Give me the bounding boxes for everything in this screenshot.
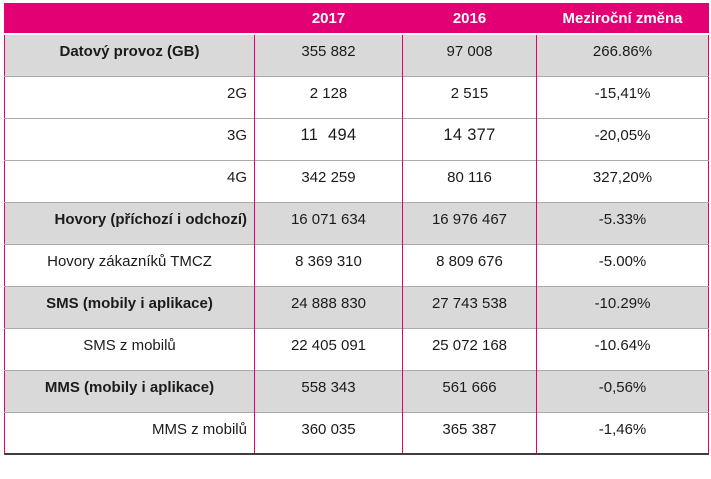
- value-2016: 25 072 168: [402, 327, 537, 370]
- table-row: 4G 342 259 80 116 327,20%: [4, 159, 709, 202]
- header-cell-2016: 2016: [402, 3, 537, 35]
- report-page: 2017 2016 Meziroční změna Datový provoz …: [4, 3, 709, 455]
- value-2017: 11 494: [254, 117, 403, 160]
- row-label: SMS z mobilů: [4, 327, 255, 370]
- value-2017: 22 405 091: [254, 327, 403, 370]
- value-change: 327,20%: [536, 159, 709, 202]
- value-2016: 80 116: [402, 159, 537, 202]
- value-2016: 365 387: [402, 411, 537, 454]
- header-cell-change: Meziroční změna: [536, 3, 709, 35]
- value-change: -10.64%: [536, 327, 709, 370]
- table-row: Hovory (příchozí i odchozí) 16 071 634 16 …: [4, 201, 709, 244]
- header-cell-2017: 2017: [254, 3, 403, 35]
- value-2016: 16 976 467: [402, 201, 537, 244]
- header-cell-empty: [4, 3, 255, 35]
- value-change: -10.29%: [536, 285, 709, 328]
- value-2017: 558 343: [254, 369, 403, 412]
- value-2016: 97 008: [402, 34, 537, 76]
- table-row: 2G 2 128 2 515 -15,41%: [4, 75, 709, 118]
- row-label: 4G: [4, 159, 255, 202]
- value-change: -15,41%: [536, 75, 709, 118]
- row-label: SMS (mobily i aplikace): [4, 285, 255, 328]
- row-label: MMS (mobily i aplikace): [4, 369, 255, 412]
- value-2017: 24 888 830: [254, 285, 403, 328]
- value-change: -20,05%: [536, 117, 709, 160]
- table-row: Datový provoz (GB) 355 882 97 008 266.86%: [4, 34, 709, 76]
- value-change: -0,56%: [536, 369, 709, 412]
- value-2017: 342 259: [254, 159, 403, 202]
- table-row: Hovory zákazníků TMCZ 8 369 310 8 809 676-…: [4, 243, 709, 286]
- table-row: SMS z mobilů 22 405 091 25 072 168 -10.64%: [4, 327, 709, 370]
- table-row: SMS (mobily i aplikace) 24 888 830 27 743 …: [4, 285, 709, 328]
- row-label: MMS z mobilů: [4, 411, 255, 454]
- value-change: -5.00%: [536, 243, 709, 286]
- value-2017: 360 035: [254, 411, 403, 454]
- table-header-row: 2017 2016 Meziroční změna: [4, 3, 709, 35]
- value-2017: 16 071 634: [254, 201, 403, 244]
- table-row: 3G 11 494 14 377 -20,05%: [4, 117, 709, 160]
- table-row: MMS (mobily i aplikace) 558 343 561 666 -0,…: [4, 369, 709, 412]
- row-label: 2G: [4, 75, 255, 118]
- row-label: Hovory zákazníků TMCZ: [4, 243, 255, 286]
- value-2016: 561 666: [402, 369, 537, 412]
- table-row: MMS z mobilů 360 035 365 387 -1,46%: [4, 411, 709, 454]
- row-label: Hovory (příchozí i odchozí): [4, 201, 255, 244]
- value-change: -5.33%: [536, 201, 709, 244]
- value-2016: 14 377: [402, 117, 537, 160]
- row-label: Datový provoz (GB): [4, 34, 255, 76]
- row-label: 3G: [4, 117, 255, 160]
- value-2016: 27 743 538: [402, 285, 537, 328]
- value-2017: 2 128: [254, 75, 403, 118]
- year-comparison-table: 2017 2016 Meziroční změna Datový provoz …: [4, 3, 709, 455]
- value-2016: 8 809 676: [402, 243, 537, 286]
- value-2016: 2 515: [402, 75, 537, 118]
- value-2017: 355 882: [254, 34, 403, 76]
- value-change: 266.86%: [536, 34, 709, 76]
- value-2017: 8 369 310: [254, 243, 403, 286]
- value-change: -1,46%: [536, 411, 709, 454]
